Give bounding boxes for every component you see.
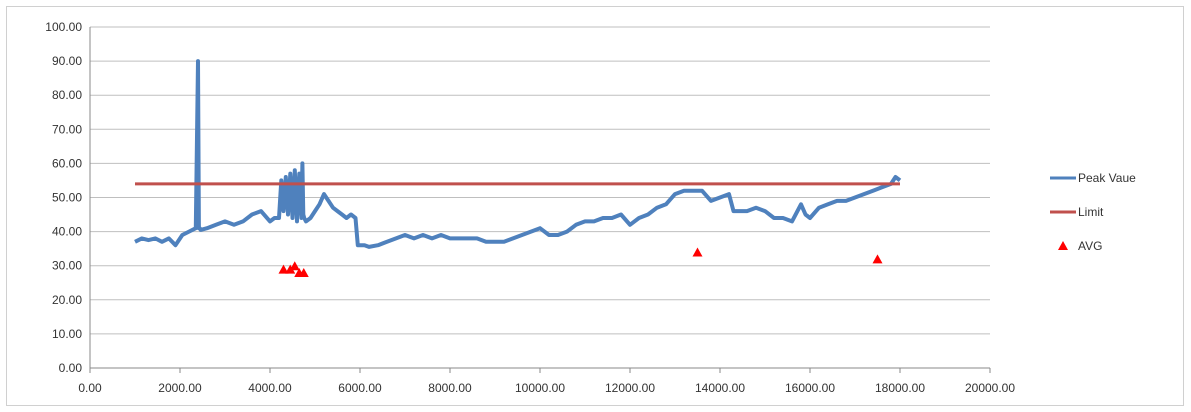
x-tick-label: 14000.00 (695, 381, 745, 395)
y-tick-label: 60.00 (52, 156, 82, 170)
x-tick-label: 6000.00 (338, 381, 382, 395)
x-tick-label: 12000.00 (605, 381, 655, 395)
avg-point (872, 254, 883, 264)
series-line-peak-vaue (134, 59, 902, 249)
legend-label: Peak Vaue (1078, 171, 1136, 185)
y-tick-label: 20.00 (52, 293, 82, 307)
y-axis-tick-labels: 0.00 10.00 20.00 30.00 40.00 50.00 60.00 70.00 8… (45, 20, 82, 375)
x-tick-label: 10000.00 (515, 381, 565, 395)
y-tick-label: 40.00 (52, 225, 82, 239)
y-tick-label: 50.00 (52, 191, 82, 205)
y-tick-label: 30.00 (52, 259, 82, 273)
legend-label: Limit (1078, 205, 1104, 219)
axes (89, 27, 991, 373)
avg-point (298, 268, 309, 278)
avg-point (289, 261, 300, 271)
avg-point (278, 264, 289, 274)
y-tick-label: 90.00 (52, 54, 82, 68)
legend-label: AVG (1078, 239, 1102, 253)
legend-swatch-avg (1058, 241, 1068, 250)
y-tick-label: 80.00 (52, 88, 82, 102)
x-axis-tick-labels: 0.00 2000.00 4000.00 6000.00 8000.00 10000.00… (78, 381, 1015, 395)
x-tick-label: 4000.00 (248, 381, 292, 395)
y-tick-label: 0.00 (59, 361, 83, 375)
x-tick-label: 16000.00 (785, 381, 835, 395)
x-tick-label: 18000.00 (875, 381, 925, 395)
x-tick-label: 8000.00 (428, 381, 472, 395)
x-tick-label: 0.00 (78, 381, 102, 395)
avg-point (692, 247, 703, 257)
legend: Peak Vaue Limit AVG (1050, 171, 1136, 253)
series-layer (134, 59, 902, 278)
y-tick-label: 70.00 (52, 122, 82, 136)
x-tick-label: 2000.00 (158, 381, 202, 395)
avg-point (285, 264, 296, 274)
chart-frame (6, 6, 1184, 406)
x-tick-label: 20000.00 (965, 381, 1015, 395)
y-tick-label: 100.00 (45, 20, 82, 34)
y-tick-label: 10.00 (52, 327, 82, 341)
